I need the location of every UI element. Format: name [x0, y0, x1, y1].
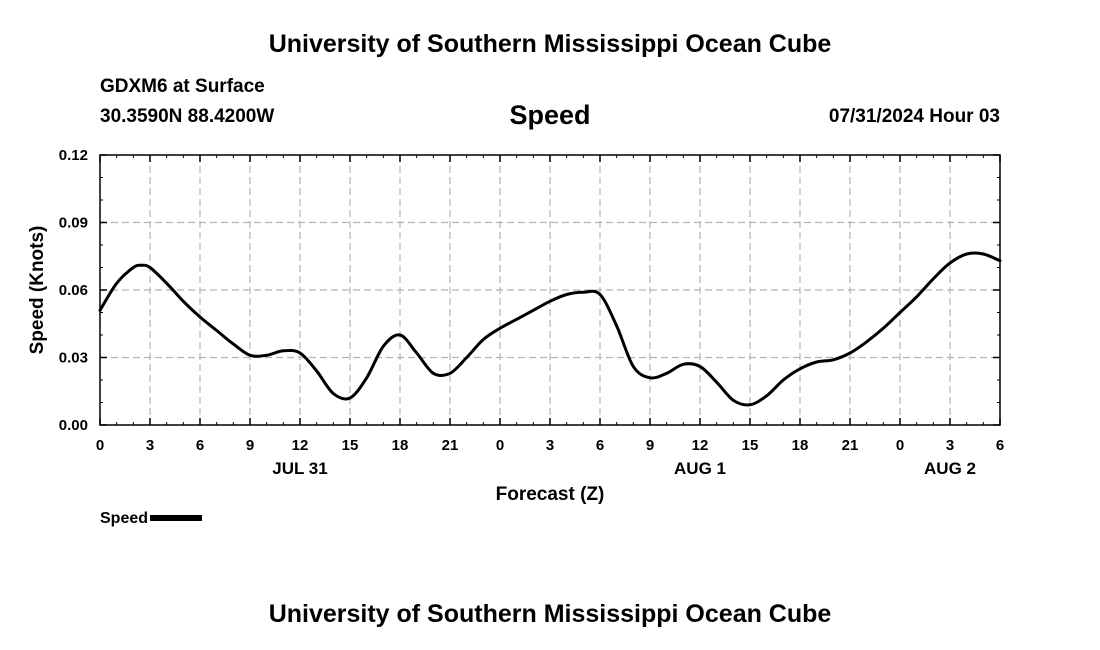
day-label: AUG 2: [924, 459, 976, 478]
x-axis-title: Forecast (Z): [496, 484, 605, 505]
x-tick-label: 12: [292, 437, 309, 454]
x-tick-label: 9: [246, 437, 254, 454]
day-label: JUL 31: [272, 459, 327, 478]
header-title: University of Southern Mississippi Ocean…: [268, 30, 832, 58]
x-tick-label: 15: [342, 437, 359, 454]
footer-title: University of Southern Mississippi Ocean…: [268, 600, 832, 628]
datetime-label: 07/31/2024 Hour 03: [828, 106, 1000, 127]
grid: [100, 155, 1000, 425]
y-tick-label: 0.00: [59, 417, 88, 434]
y-axis-title: Speed (Knots): [27, 226, 48, 355]
x-tick-label: 12: [692, 437, 709, 454]
x-tick-label: 18: [392, 437, 409, 454]
x-tick-label: 9: [646, 437, 654, 454]
x-tick-label: 3: [146, 437, 154, 454]
legend-label: Speed: [100, 510, 149, 527]
x-tick-label: 18: [792, 437, 809, 454]
y-tick-label: 0.12: [59, 147, 88, 164]
y-tick-label: 0.06: [59, 282, 88, 299]
x-tick-label: 15: [742, 437, 759, 454]
x-tick-label: 6: [196, 437, 204, 454]
speed-series-line: [98, 251, 1002, 407]
station-label: GDXM6 at Surface: [100, 76, 265, 97]
y-tick-label: 0.09: [59, 215, 88, 232]
x-tick-label: 6: [596, 437, 604, 454]
plot-frame: [99, 154, 1001, 426]
y-tick-label: 0.03: [59, 350, 88, 367]
x-tick-label: 3: [546, 437, 554, 454]
legend: Speed: [100, 510, 203, 528]
legend-line-swatch: [150, 514, 203, 521]
x-tick-label: 0: [96, 437, 104, 454]
day-label: AUG 1: [674, 459, 726, 478]
x-tick-label: 21: [442, 437, 459, 454]
axis-labels: 0 3 6 9 12 15 18 21 0 3 6 9 12 15 18 21 0 3 6 0.00 0.03 0.06 0…: [59, 147, 1004, 478]
x-tick-label: 0: [496, 437, 504, 454]
chart-title: Speed: [509, 100, 591, 130]
x-tick-label: 0: [896, 437, 904, 454]
x-tick-label: 6: [996, 437, 1004, 454]
x-tick-label: 21: [842, 437, 859, 454]
x-tick-label: 3: [946, 437, 954, 454]
coordinates-label: 30.3590N 88.4200W: [100, 106, 275, 127]
